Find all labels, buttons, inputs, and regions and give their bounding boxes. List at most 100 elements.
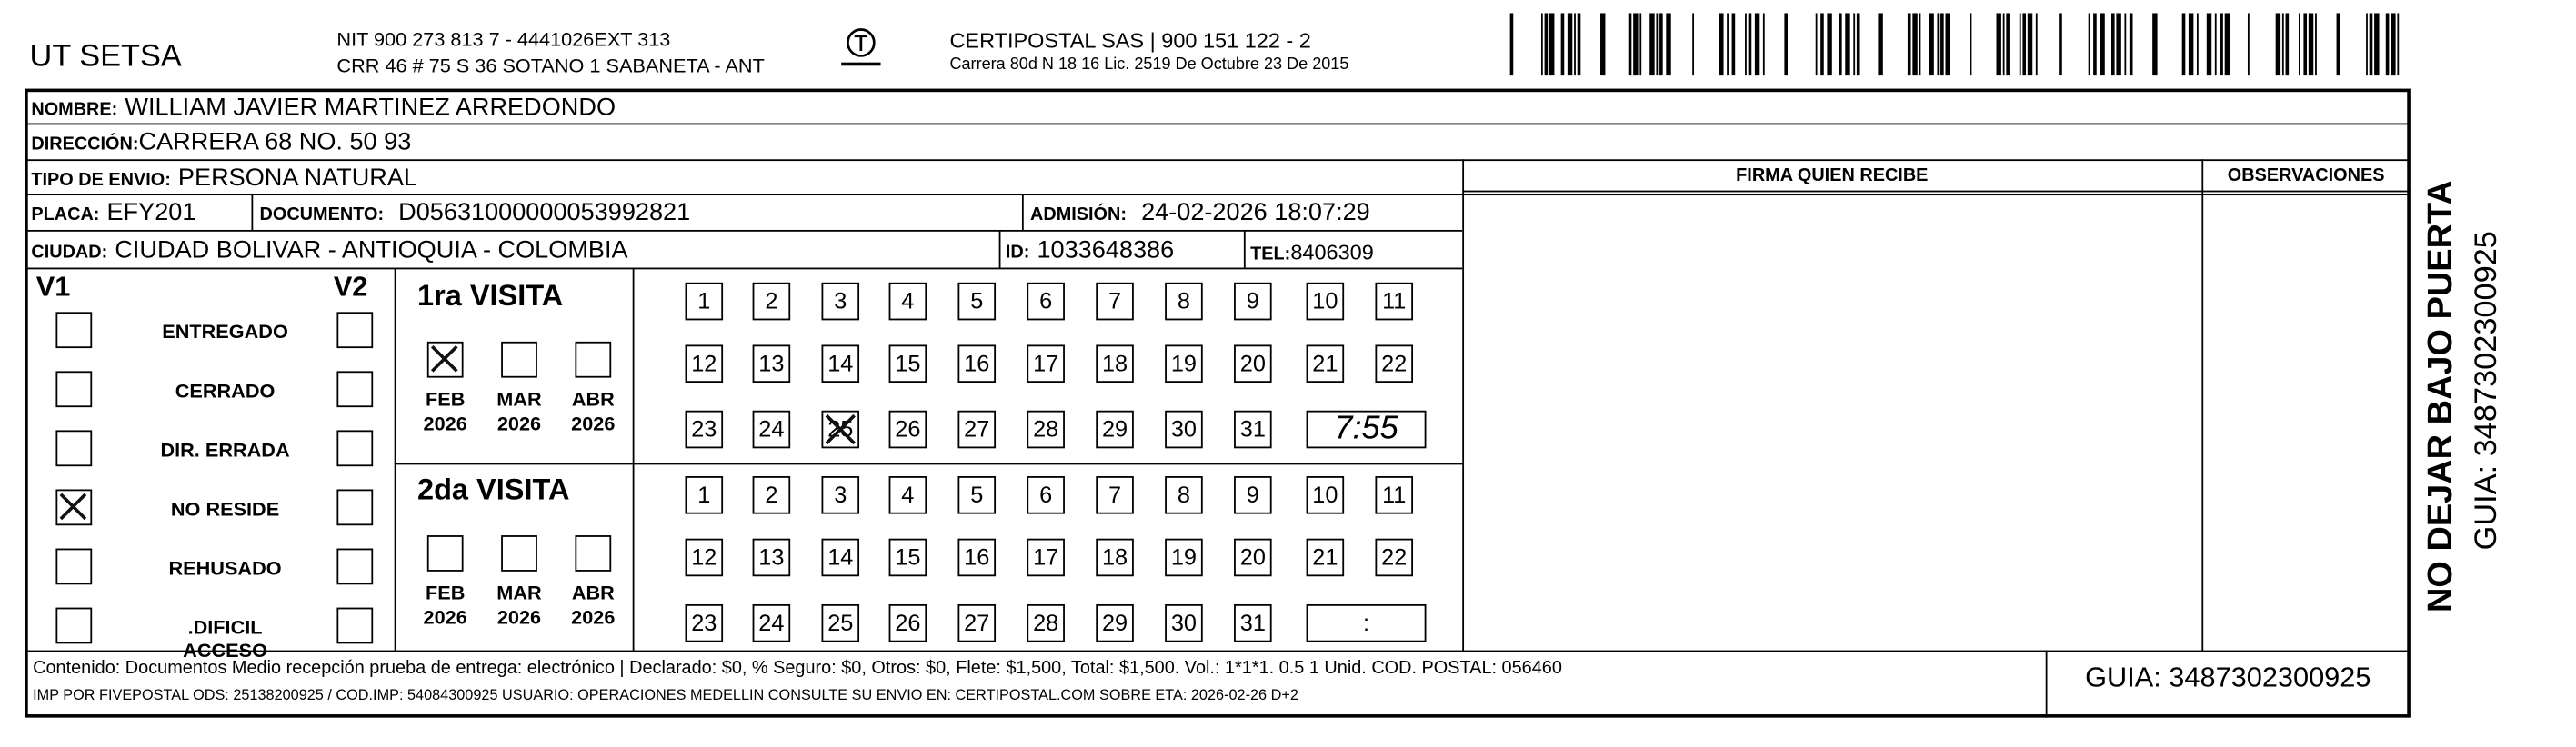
checkbox-v2-0[interactable] bbox=[336, 312, 374, 349]
day-box[interactable]: 8 bbox=[1165, 282, 1203, 321]
checkbox-v1-1[interactable] bbox=[55, 371, 93, 408]
day-box[interactable]: 3 bbox=[821, 476, 860, 514]
checkbox-v1-4[interactable] bbox=[55, 548, 93, 585]
time-box[interactable]: : bbox=[1306, 603, 1427, 642]
day-box[interactable]: 12 bbox=[685, 344, 724, 383]
observaciones-label: OBSERVACIONES bbox=[2227, 165, 2385, 186]
day-box[interactable]: 8 bbox=[1165, 476, 1203, 514]
month-checkbox[interactable] bbox=[501, 535, 537, 572]
day-box[interactable]: 6 bbox=[1027, 282, 1065, 321]
barcode-bar bbox=[2100, 13, 2105, 76]
checkbox-v2-3[interactable] bbox=[336, 489, 374, 526]
barcode-bar bbox=[2366, 13, 2368, 76]
day-box[interactable]: 28 bbox=[1027, 603, 1065, 642]
day-box[interactable]: 14 bbox=[821, 344, 860, 383]
day-box[interactable]: 29 bbox=[1096, 410, 1134, 449]
month-checkbox[interactable] bbox=[575, 341, 612, 378]
day-box[interactable]: 19 bbox=[1165, 344, 1203, 383]
day-box[interactable]: 24 bbox=[752, 410, 791, 449]
day-box[interactable]: 26 bbox=[888, 410, 927, 449]
barcode-bar bbox=[1719, 13, 1724, 76]
day-box[interactable]: 5 bbox=[957, 476, 997, 514]
day-box[interactable]: 11 bbox=[1375, 282, 1414, 321]
day-box[interactable]: 4 bbox=[888, 476, 927, 514]
day-box[interactable]: 14 bbox=[821, 538, 860, 577]
day-box[interactable]: 21 bbox=[1306, 344, 1345, 383]
barcode-bar bbox=[1748, 13, 1752, 76]
barcode-bar bbox=[1574, 13, 1576, 76]
checkbox-v1-5[interactable] bbox=[55, 607, 93, 644]
day-box[interactable]: 1 bbox=[685, 476, 724, 514]
month-checkbox[interactable] bbox=[501, 341, 537, 378]
month-checkbox[interactable] bbox=[426, 535, 464, 572]
day-box[interactable]: 13 bbox=[752, 344, 791, 383]
day-box[interactable]: 30 bbox=[1165, 410, 1203, 449]
day-box[interactable]: 12 bbox=[685, 538, 724, 577]
checkbox-v1-2[interactable] bbox=[55, 430, 93, 467]
day-box[interactable]: 17 bbox=[1027, 344, 1065, 383]
day-box[interactable]: 3 bbox=[821, 282, 860, 321]
day-box[interactable]: 27 bbox=[957, 410, 997, 449]
checkbox-v1-0[interactable] bbox=[55, 312, 93, 349]
day-box[interactable]: 22 bbox=[1375, 538, 1414, 577]
day-box[interactable]: 7 bbox=[1096, 282, 1134, 321]
day-box[interactable]: 23 bbox=[685, 603, 724, 642]
month-checkbox[interactable] bbox=[426, 341, 464, 378]
day-box[interactable]: 9 bbox=[1234, 476, 1272, 514]
day-box[interactable]: 2 bbox=[752, 282, 791, 321]
day-box[interactable]: 4 bbox=[888, 282, 927, 321]
day-box[interactable]: 6 bbox=[1027, 476, 1065, 514]
checkbox-v2-4[interactable] bbox=[336, 548, 374, 585]
day-box[interactable]: 16 bbox=[957, 538, 997, 577]
day-box[interactable]: 19 bbox=[1165, 538, 1203, 577]
day-box[interactable]: 1 bbox=[685, 282, 724, 321]
day-box[interactable]: 13 bbox=[752, 538, 791, 577]
day-box[interactable]: 20 bbox=[1234, 344, 1272, 383]
day-box[interactable]: 10 bbox=[1306, 476, 1345, 514]
barcode-bar bbox=[2374, 13, 2380, 76]
day-box[interactable]: 30 bbox=[1165, 603, 1203, 642]
barcode-bar bbox=[2220, 13, 2223, 76]
divider bbox=[394, 463, 1463, 465]
day-box[interactable]: 15 bbox=[888, 344, 927, 383]
checkbox-v2-2[interactable] bbox=[336, 430, 374, 467]
day-box[interactable]: 9 bbox=[1234, 282, 1272, 321]
barcode-bar bbox=[2298, 13, 2300, 76]
day-box[interactable]: 2 bbox=[752, 476, 791, 514]
day-box[interactable]: 24 bbox=[752, 603, 791, 642]
day-box[interactable]: 18 bbox=[1096, 344, 1134, 383]
day-box[interactable]: 28 bbox=[1027, 410, 1065, 449]
day-box[interactable]: 26 bbox=[888, 603, 927, 642]
barcode-bar bbox=[1878, 13, 1883, 76]
firma-label: FIRMA QUIEN RECIBE bbox=[1736, 165, 1929, 186]
day-box[interactable]: 21 bbox=[1306, 538, 1345, 577]
day-box[interactable]: 25 bbox=[821, 410, 860, 449]
day-box[interactable]: 15 bbox=[888, 538, 927, 577]
year-label: 2026 bbox=[571, 412, 616, 435]
day-box[interactable]: 16 bbox=[957, 344, 997, 383]
day-box[interactable]: 23 bbox=[685, 410, 724, 449]
day-box[interactable]: 31 bbox=[1234, 410, 1272, 449]
day-box[interactable]: 29 bbox=[1096, 603, 1134, 642]
checkbox-v1-3[interactable] bbox=[55, 489, 93, 526]
day-box[interactable]: 25 bbox=[821, 603, 860, 642]
barcode-bar bbox=[1544, 13, 1549, 76]
day-box[interactable]: 5 bbox=[957, 282, 997, 321]
barcode-bar bbox=[1509, 13, 1514, 76]
month-checkbox[interactable] bbox=[575, 535, 612, 572]
day-box[interactable]: 22 bbox=[1375, 344, 1414, 383]
barcode-bar bbox=[2006, 13, 2010, 76]
day-box[interactable]: 20 bbox=[1234, 538, 1272, 577]
day-box[interactable]: 7 bbox=[1096, 476, 1134, 514]
day-box[interactable]: 31 bbox=[1234, 603, 1272, 642]
checkbox-v2-1[interactable] bbox=[336, 371, 374, 408]
time-box[interactable]: 7:55 bbox=[1306, 410, 1427, 449]
checkbox-v2-5[interactable] bbox=[336, 607, 374, 644]
day-box[interactable]: 11 bbox=[1375, 476, 1414, 514]
day-box[interactable]: 17 bbox=[1027, 538, 1065, 577]
barcode-bar bbox=[2022, 13, 2027, 76]
day-box[interactable]: 27 bbox=[957, 603, 997, 642]
day-box[interactable]: 18 bbox=[1096, 538, 1134, 577]
day-box[interactable]: 10 bbox=[1306, 282, 1345, 321]
